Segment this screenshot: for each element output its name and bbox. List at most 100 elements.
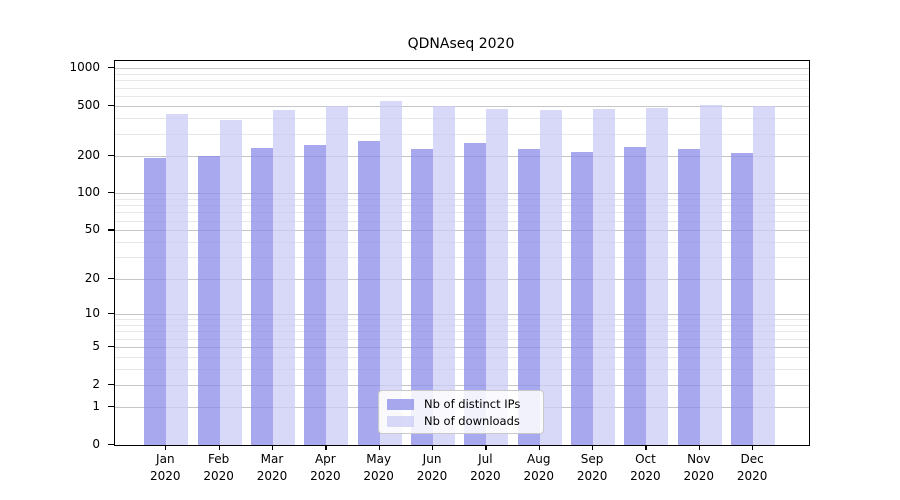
y-tick-label: 500	[77, 97, 100, 112]
x-tick-mark	[698, 445, 700, 450]
x-tick-mark	[485, 445, 487, 450]
gridline-major	[115, 68, 809, 70]
bar-downloads-aug	[539, 109, 562, 445]
y-tick-mark	[108, 154, 114, 156]
bar-distinct-ips-jan	[144, 158, 167, 445]
gridline-minor	[115, 198, 809, 200]
bar-distinct-ips-feb	[197, 155, 220, 445]
gridline-minor	[115, 369, 809, 370]
gridline-minor	[115, 242, 809, 244]
y-tick-label: 1000	[69, 60, 100, 75]
x-tick-label: Jan 2020	[150, 452, 181, 483]
y-tick-label: 1	[92, 398, 100, 413]
y-tick-label: 50	[84, 222, 100, 237]
gridline-minor	[115, 356, 809, 358]
y-tick-mark	[108, 104, 114, 107]
gridline-minor	[115, 319, 809, 321]
x-tick-mark	[592, 445, 594, 450]
x-tick-mark	[378, 445, 380, 450]
y-tick-mark	[108, 345, 114, 348]
x-tick-mark	[165, 445, 167, 450]
x-tick-mark	[325, 445, 327, 450]
y-tick-mark	[108, 312, 114, 315]
legend-label-distinct-ips: Nb of distinct IPs	[424, 397, 521, 411]
x-tick-mark	[272, 445, 274, 450]
gridline-major	[115, 346, 809, 348]
gridline-major	[115, 105, 809, 107]
y-tick-mark	[108, 405, 114, 407]
y-tick-label: 100	[77, 185, 100, 200]
bar-distinct-ips-aug	[517, 148, 540, 445]
bar-downloads-apr	[326, 106, 349, 445]
bar-distinct-ips-nov	[677, 149, 700, 445]
gridline-minor	[115, 338, 809, 340]
bar-downloads-oct	[646, 108, 669, 445]
bar-distinct-ips-jun	[411, 149, 434, 445]
x-tick-label: Feb 2020	[203, 452, 234, 483]
x-tick-label: Jun 2020	[416, 452, 448, 483]
y-tick-label: 0	[92, 436, 100, 451]
gridline-major	[115, 230, 809, 232]
gridline-minor	[115, 331, 809, 333]
gridline-minor	[115, 96, 809, 98]
y-tick-label: 20	[84, 270, 100, 285]
legend-swatch-downloads	[387, 415, 414, 427]
gridline-minor	[115, 212, 809, 214]
x-tick-mark	[752, 445, 754, 450]
x-tick-label: Oct 2020	[630, 452, 661, 483]
gridline-minor	[115, 87, 809, 89]
x-tick-label: Apr 2020	[310, 452, 341, 483]
bar-downloads-nov	[699, 105, 722, 445]
gridline-minor	[115, 205, 809, 207]
gridline-minor	[115, 73, 809, 75]
y-tick-mark	[108, 192, 114, 194]
bar-distinct-ips-mar	[251, 148, 273, 445]
legend-swatch-distinct-ips	[387, 398, 414, 410]
x-tick-mark	[218, 445, 220, 450]
x-tick-label: Dec 2020	[736, 452, 768, 483]
plot-area	[114, 60, 810, 446]
bar-downloads-jun	[433, 106, 456, 445]
x-tick-label: May 2020	[363, 452, 394, 483]
legend-item: Nb of downloads	[387, 413, 535, 429]
chart-title: QDNAseq 2020	[407, 36, 515, 52]
gridline-major	[115, 278, 809, 280]
legend-label-downloads: Nb of downloads	[424, 414, 520, 428]
y-tick-label: 200	[77, 147, 100, 162]
x-tick-label: Mar 2020	[256, 452, 288, 483]
gridline-minor	[115, 220, 809, 222]
y-tick-mark	[108, 229, 114, 231]
bar-downloads-jan	[166, 113, 189, 445]
gridline-major	[115, 155, 809, 157]
x-tick-label: Aug 2020	[523, 452, 555, 483]
gridline-major	[115, 384, 809, 386]
bar-downloads-may	[379, 101, 402, 445]
gridline-minor	[115, 133, 809, 135]
bar-distinct-ips-jul	[464, 142, 487, 445]
legend-item: Nb of distinct IPs	[387, 396, 535, 412]
y-tick-mark	[108, 443, 114, 445]
x-tick-label: Sep 2020	[576, 452, 608, 483]
bar-downloads-mar	[273, 110, 295, 445]
gridline-minor	[115, 257, 809, 259]
bar-distinct-ips-may	[357, 140, 380, 445]
bar-downloads-dec	[753, 105, 776, 445]
legend: Nb of distinct IPs Nb of downloads	[378, 390, 544, 434]
gridline-minor	[115, 324, 809, 326]
y-tick-mark	[108, 277, 114, 279]
y-tick-label: 10	[84, 305, 100, 320]
x-tick-mark	[538, 445, 540, 450]
y-tick-mark	[108, 67, 114, 69]
bar-distinct-ips-oct	[624, 147, 647, 445]
x-tick-mark	[432, 445, 434, 450]
x-tick-label: Jul 2020	[470, 452, 501, 483]
y-tick-mark	[108, 383, 114, 385]
y-tick-label: 2	[92, 376, 100, 391]
bar-downloads-jul	[486, 109, 509, 445]
x-tick-label: Nov 2020	[683, 452, 715, 483]
x-tick-mark	[645, 445, 647, 450]
bar-downloads-feb	[219, 120, 242, 445]
bar-distinct-ips-apr	[304, 145, 327, 445]
bar-downloads-sep	[593, 109, 616, 445]
